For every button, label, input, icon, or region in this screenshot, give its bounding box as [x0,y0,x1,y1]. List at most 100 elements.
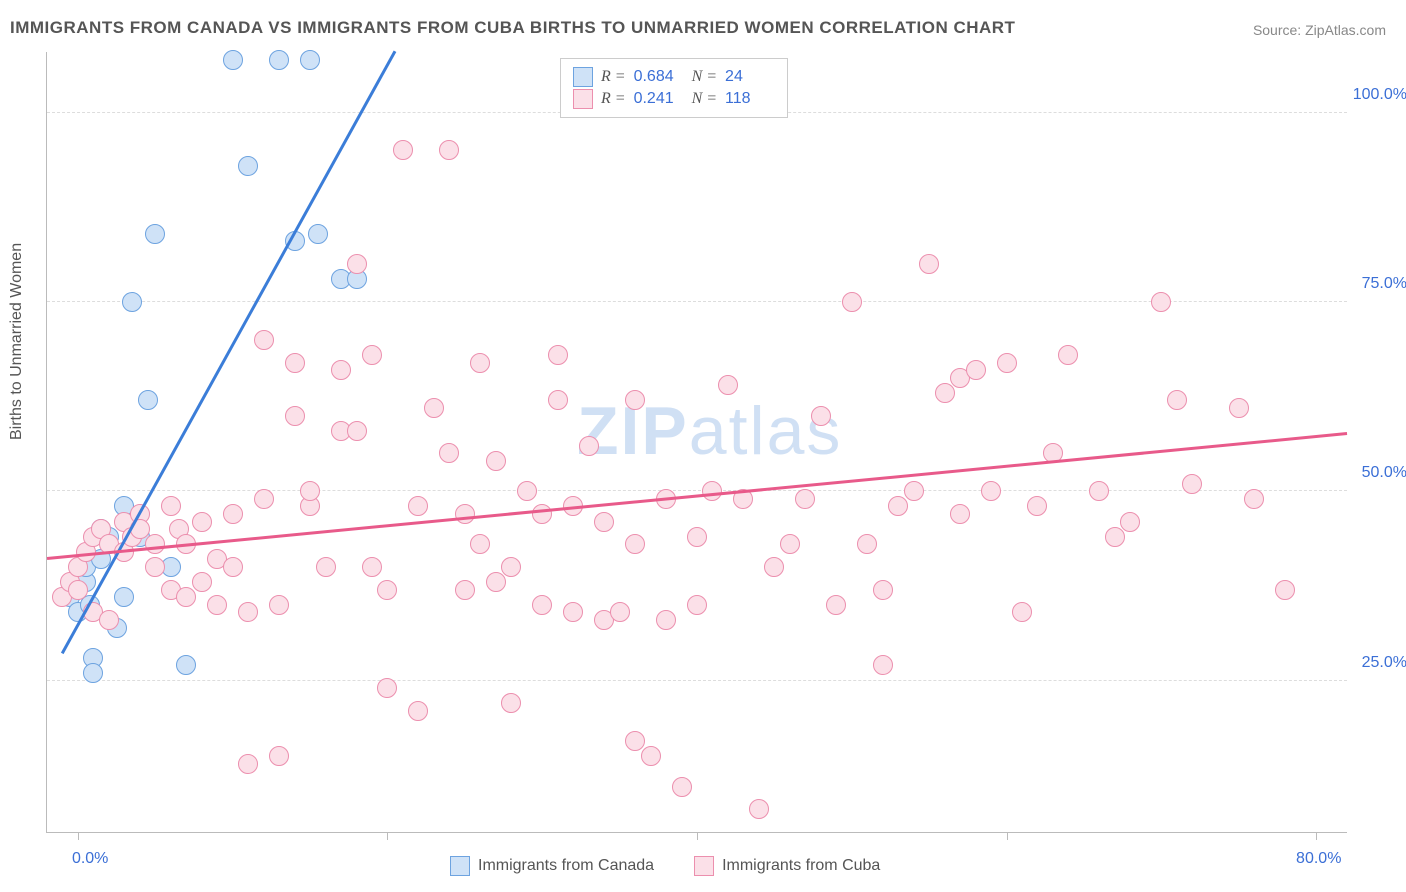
data-point [795,489,815,509]
data-point [300,481,320,501]
data-point [362,557,382,577]
data-point [308,224,328,244]
data-point [439,443,459,463]
data-point [470,534,490,554]
data-point [842,292,862,312]
data-point [826,595,846,615]
data-point [316,557,336,577]
data-point [138,390,158,410]
data-point [254,330,274,350]
scatter-plot: ZIPatlas 25.0%50.0%75.0%100.0%0.0%80.0% [46,52,1347,833]
data-point [532,504,552,524]
data-point [238,602,258,622]
data-point [176,655,196,675]
data-point [145,534,165,554]
x-tick [1007,832,1008,840]
source-label: Source: ZipAtlas.com [1253,22,1386,38]
data-point [269,50,289,70]
data-point [888,496,908,516]
data-point [1120,512,1140,532]
data-point [424,398,444,418]
data-point [997,353,1017,373]
data-point [687,595,707,615]
data-point [285,406,305,426]
data-point [966,360,986,380]
data-point [223,557,243,577]
data-point [1089,481,1109,501]
data-point [1105,527,1125,547]
data-point [455,504,475,524]
data-point [981,481,1001,501]
data-point [579,436,599,456]
data-point [223,504,243,524]
data-point [501,693,521,713]
data-point [223,50,243,70]
data-point [517,481,537,501]
legend-row: R = 0.684N = 24 [573,67,775,87]
data-point [145,224,165,244]
data-point [672,777,692,797]
data-point [1244,489,1264,509]
chart-title: IMMIGRANTS FROM CANADA VS IMMIGRANTS FRO… [10,18,1015,38]
data-point [192,572,212,592]
data-point [300,50,320,70]
data-point [1275,580,1295,600]
data-point [331,360,351,380]
x-tick-label: 80.0% [1296,850,1341,868]
data-point [269,746,289,766]
data-point [718,375,738,395]
y-tick-label: 75.0% [1352,275,1406,293]
data-point [702,481,722,501]
data-point [99,610,119,630]
data-point [904,481,924,501]
data-point [764,557,784,577]
x-tick [78,832,79,840]
correlation-legend: R = 0.684N = 24R = 0.241N = 118 [560,58,788,118]
x-tick [1316,832,1317,840]
data-point [486,451,506,471]
data-point [238,156,258,176]
legend-row: R = 0.241N = 118 [573,89,775,109]
gridline [47,490,1347,491]
data-point [377,678,397,698]
data-point [548,390,568,410]
data-point [207,595,227,615]
x-tick [387,832,388,840]
gridline [47,680,1347,681]
data-point [161,496,181,516]
data-point [238,754,258,774]
y-axis-label: Births to Unmarried Women [8,243,26,440]
data-point [548,345,568,365]
data-point [439,140,459,160]
data-point [625,731,645,751]
data-point [393,140,413,160]
y-tick-label: 100.0% [1352,86,1406,104]
data-point [1012,602,1032,622]
data-point [935,383,955,403]
watermark: ZIPatlas [577,392,842,470]
data-point [1058,345,1078,365]
legend-item: Immigrants from Canada [450,856,654,876]
data-point [811,406,831,426]
data-point [176,587,196,607]
data-point [857,534,877,554]
data-point [501,557,521,577]
data-point [1229,398,1249,418]
data-point [1027,496,1047,516]
data-point [532,595,552,615]
data-point [780,534,800,554]
data-point [919,254,939,274]
series-legend: Immigrants from Canada Immigrants from Cu… [450,856,880,876]
data-point [687,527,707,547]
data-point [145,557,165,577]
legend-item: Immigrants from Cuba [694,856,880,876]
data-point [610,602,630,622]
data-point [1167,390,1187,410]
data-point [563,602,583,622]
data-point [486,572,506,592]
data-point [625,390,645,410]
data-point [83,663,103,683]
data-point [950,504,970,524]
data-point [625,534,645,554]
data-point [1182,474,1202,494]
